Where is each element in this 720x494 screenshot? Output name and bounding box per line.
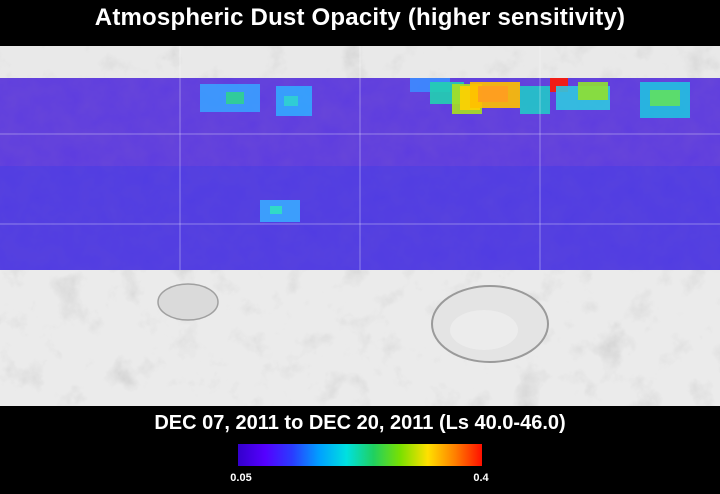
dust-cell bbox=[650, 90, 680, 106]
colorbar-max-label: 0.4 bbox=[473, 472, 489, 484]
dust-cell bbox=[284, 96, 298, 106]
dust-cell bbox=[578, 82, 608, 100]
dust-cell bbox=[226, 92, 244, 104]
crater-argyre bbox=[157, 283, 219, 321]
dust-cell bbox=[270, 206, 282, 214]
colorbar-min-label: 0.05 bbox=[230, 472, 252, 484]
dust-cell bbox=[478, 86, 508, 102]
dust-cell bbox=[520, 86, 550, 114]
lat-lon-grid bbox=[0, 46, 720, 270]
map-title: Atmospheric Dust Opacity (higher sensiti… bbox=[94, 4, 626, 31]
colorbar bbox=[238, 444, 482, 466]
date-range-label: DEC 07, 2011 to DEC 20, 2011 (Ls 40.0-46… bbox=[154, 412, 566, 434]
dust-hotspots bbox=[200, 78, 690, 222]
dust-opacity-map bbox=[0, 46, 720, 406]
